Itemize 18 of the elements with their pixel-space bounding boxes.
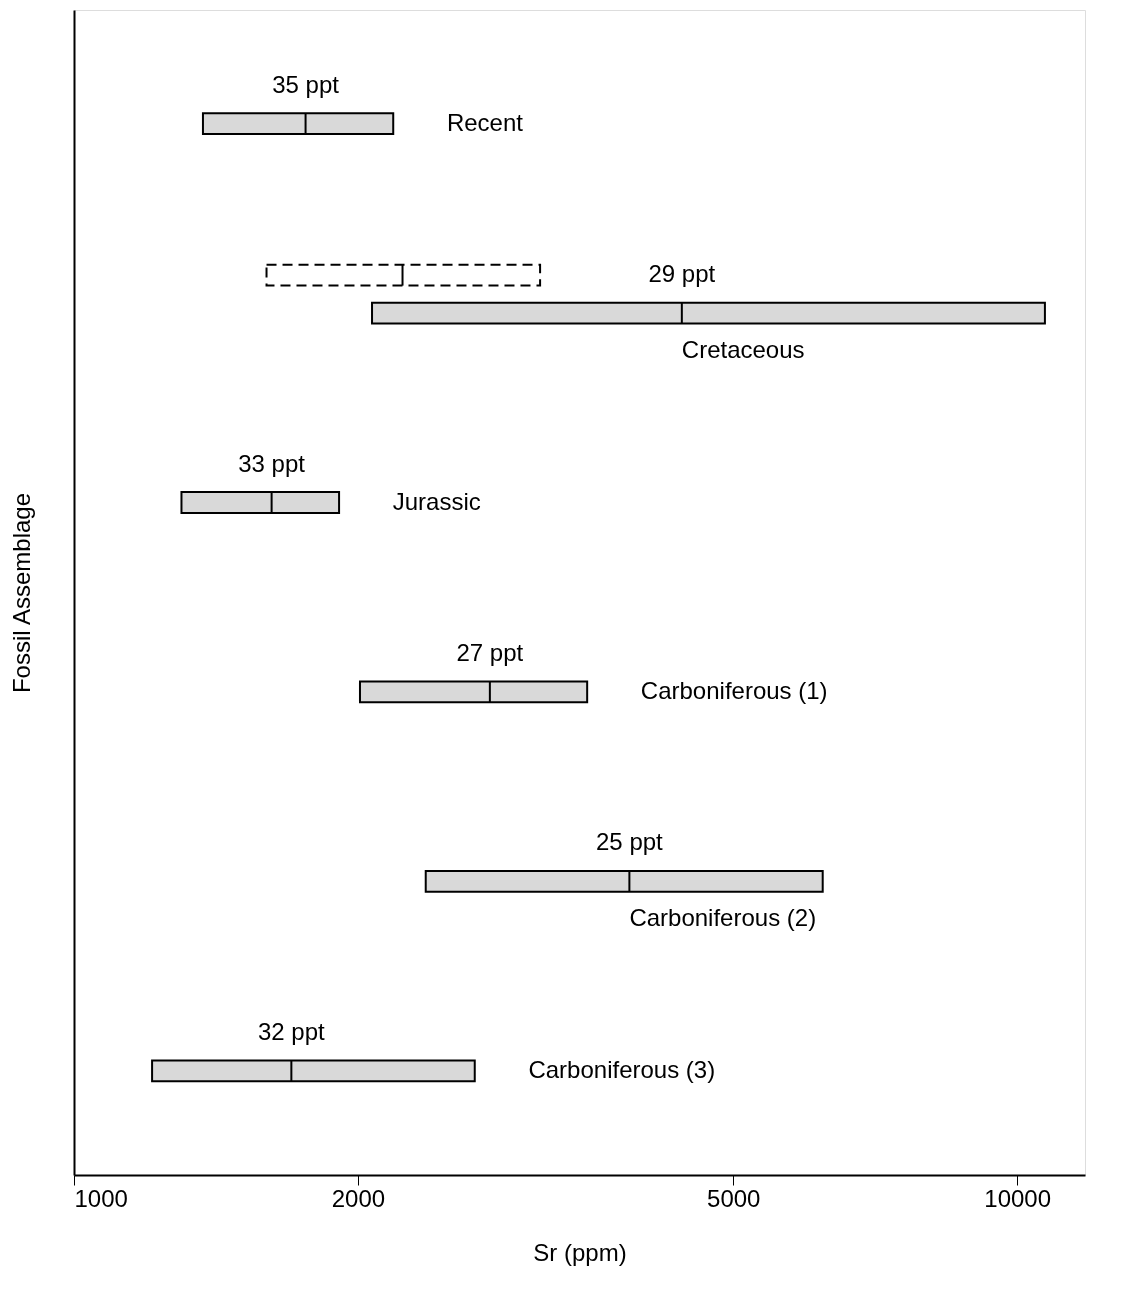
annotation: 29 ppt: [648, 260, 716, 288]
y-axis-title: Fossil Assemblage: [7, 492, 35, 694]
x-tick-label: 10000: [984, 1184, 1052, 1212]
y-tick-label: Recent: [446, 108, 524, 136]
x-axis-title: Sr (ppm): [533, 1238, 627, 1266]
annotation: 35 ppt: [272, 70, 340, 98]
annotation: 32 ppt: [257, 1017, 326, 1045]
y-tick-label: Carboniferous (1): [640, 676, 828, 704]
y-tick-label: Carboniferous (3): [528, 1055, 716, 1083]
annotation: 33 ppt: [238, 449, 306, 477]
annotation: 27 ppt: [456, 639, 524, 667]
y-tick-label: Jurassic: [392, 487, 481, 515]
x-tick-label: 5000: [707, 1184, 761, 1212]
y-tick-label: Cretaceous: [681, 335, 805, 363]
x-tick-label: 2000: [331, 1184, 386, 1212]
x-tick-label: 1000: [74, 1184, 128, 1212]
y-tick-label: Carboniferous (2): [629, 904, 817, 932]
annotation: 25 ppt: [596, 828, 664, 856]
